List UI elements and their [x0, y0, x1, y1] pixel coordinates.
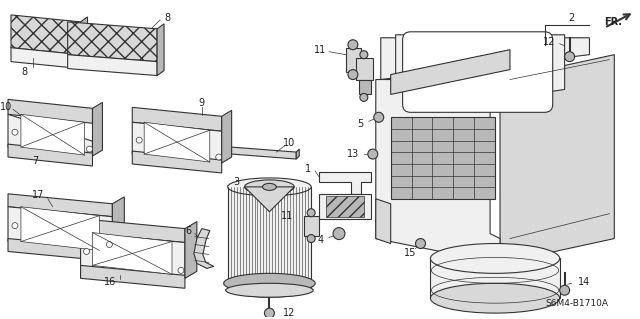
Circle shape: [84, 249, 90, 255]
Polygon shape: [232, 147, 296, 159]
Polygon shape: [390, 50, 510, 94]
Polygon shape: [8, 144, 93, 166]
Polygon shape: [132, 108, 221, 131]
Polygon shape: [81, 17, 88, 69]
Polygon shape: [8, 100, 93, 123]
Polygon shape: [319, 172, 371, 194]
Ellipse shape: [228, 178, 311, 196]
Circle shape: [264, 308, 275, 318]
Polygon shape: [93, 233, 172, 274]
Polygon shape: [81, 265, 185, 288]
Polygon shape: [244, 187, 294, 212]
Text: 8: 8: [164, 13, 170, 23]
Text: 17: 17: [31, 190, 44, 200]
Polygon shape: [376, 199, 390, 243]
Text: 8: 8: [22, 67, 28, 77]
Circle shape: [348, 70, 358, 79]
Circle shape: [178, 267, 184, 273]
Polygon shape: [296, 149, 300, 159]
Ellipse shape: [431, 283, 559, 313]
Polygon shape: [228, 187, 311, 288]
Circle shape: [374, 112, 384, 122]
Text: FR.: FR.: [604, 17, 622, 27]
Polygon shape: [356, 58, 372, 79]
Polygon shape: [8, 194, 113, 217]
Polygon shape: [81, 233, 185, 278]
Polygon shape: [185, 222, 197, 278]
FancyBboxPatch shape: [403, 32, 553, 112]
Text: 1: 1: [305, 164, 311, 174]
Ellipse shape: [262, 183, 276, 190]
Text: 15: 15: [404, 249, 417, 258]
Text: 10: 10: [283, 138, 296, 148]
Text: 7: 7: [32, 156, 38, 166]
Circle shape: [368, 149, 378, 159]
Polygon shape: [11, 15, 81, 55]
Polygon shape: [431, 258, 559, 298]
Text: 2: 2: [568, 13, 575, 23]
Text: 13: 13: [347, 149, 359, 159]
Circle shape: [559, 285, 570, 295]
Text: 11: 11: [314, 45, 326, 55]
Polygon shape: [221, 110, 232, 163]
Polygon shape: [8, 114, 93, 156]
Text: 9: 9: [199, 98, 205, 108]
Circle shape: [564, 52, 575, 62]
Text: 5: 5: [358, 119, 364, 129]
Polygon shape: [11, 48, 81, 69]
Text: S6M4-B1710A: S6M4-B1710A: [545, 299, 608, 308]
Polygon shape: [396, 35, 564, 114]
Polygon shape: [304, 216, 319, 235]
Polygon shape: [132, 122, 221, 163]
Circle shape: [12, 129, 18, 135]
Ellipse shape: [228, 279, 311, 297]
Polygon shape: [21, 207, 99, 250]
Polygon shape: [113, 197, 124, 251]
Circle shape: [86, 146, 93, 152]
Polygon shape: [319, 194, 371, 219]
Polygon shape: [376, 79, 500, 263]
Ellipse shape: [244, 180, 294, 194]
Polygon shape: [81, 219, 185, 242]
Polygon shape: [68, 55, 157, 76]
Polygon shape: [132, 151, 221, 173]
Circle shape: [216, 154, 221, 160]
Circle shape: [348, 40, 358, 50]
Polygon shape: [93, 102, 102, 156]
Polygon shape: [144, 122, 210, 162]
Ellipse shape: [224, 273, 315, 293]
Text: 14: 14: [577, 277, 590, 287]
Text: 12: 12: [543, 37, 556, 47]
Text: 4: 4: [318, 234, 324, 245]
Ellipse shape: [431, 243, 559, 273]
Text: 3: 3: [234, 177, 240, 187]
Circle shape: [136, 137, 142, 143]
Text: 16: 16: [104, 277, 116, 287]
Polygon shape: [326, 196, 364, 217]
Polygon shape: [500, 55, 614, 263]
Text: 12: 12: [284, 308, 296, 318]
Text: 11: 11: [281, 211, 293, 221]
Circle shape: [12, 223, 18, 229]
Ellipse shape: [226, 283, 313, 297]
Circle shape: [360, 93, 368, 101]
Polygon shape: [194, 229, 214, 268]
Circle shape: [415, 239, 426, 249]
Polygon shape: [359, 79, 371, 94]
Text: 10: 10: [0, 102, 12, 112]
Polygon shape: [8, 207, 113, 251]
Circle shape: [360, 51, 368, 59]
Polygon shape: [346, 48, 361, 71]
Circle shape: [307, 234, 315, 242]
Polygon shape: [21, 114, 84, 155]
Polygon shape: [157, 24, 164, 76]
Circle shape: [106, 241, 113, 248]
Text: 6: 6: [186, 226, 192, 236]
Circle shape: [333, 228, 345, 240]
Polygon shape: [68, 22, 157, 62]
Circle shape: [307, 209, 315, 217]
Polygon shape: [381, 38, 589, 79]
Polygon shape: [390, 117, 495, 199]
Polygon shape: [8, 239, 113, 261]
